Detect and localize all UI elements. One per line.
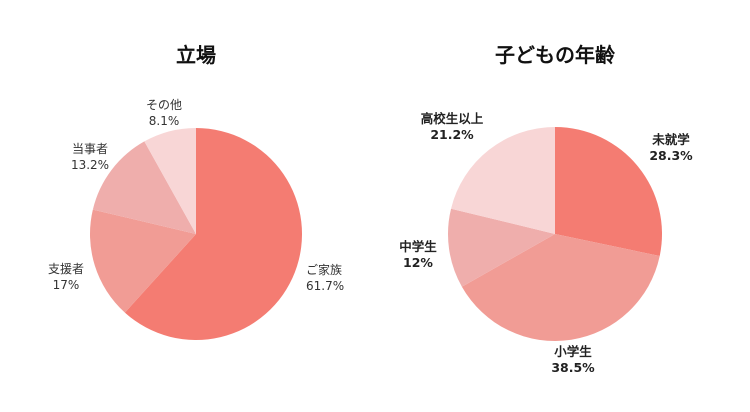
slice-label: 支援者	[48, 262, 84, 276]
slice-label: ご家族	[306, 262, 342, 277]
chart-title: 子どもの年齢	[495, 43, 616, 67]
pie-slice	[124, 128, 303, 341]
pie-slice	[448, 208, 555, 287]
slice-value-label: 28.3%	[649, 148, 693, 163]
pie-slice	[144, 128, 196, 234]
slice-label: 未就学	[651, 132, 690, 147]
pie-slice	[555, 127, 663, 257]
pie-slice	[92, 141, 196, 234]
slice-label: その他	[146, 98, 182, 112]
slice-label: 高校生以上	[421, 111, 484, 126]
pie-slice	[451, 127, 555, 234]
slice-value-label: 61.7%	[306, 279, 344, 293]
slice-label: 当事者	[72, 142, 108, 156]
pie-slice	[90, 209, 196, 313]
chart-title: 立場	[176, 43, 216, 67]
slice-value-label: 17%	[53, 278, 80, 292]
slice-value-label: 8.1%	[149, 114, 180, 128]
slice-label: 中学生	[399, 239, 437, 254]
slice-value-label: 13.2%	[71, 158, 109, 172]
slice-value-label: 12%	[403, 255, 433, 270]
slice-value-label: 21.2%	[430, 127, 474, 142]
slice-value-label: 38.5%	[551, 360, 595, 375]
slice-label: 小学生	[553, 344, 592, 359]
pie-slice	[461, 234, 660, 342]
